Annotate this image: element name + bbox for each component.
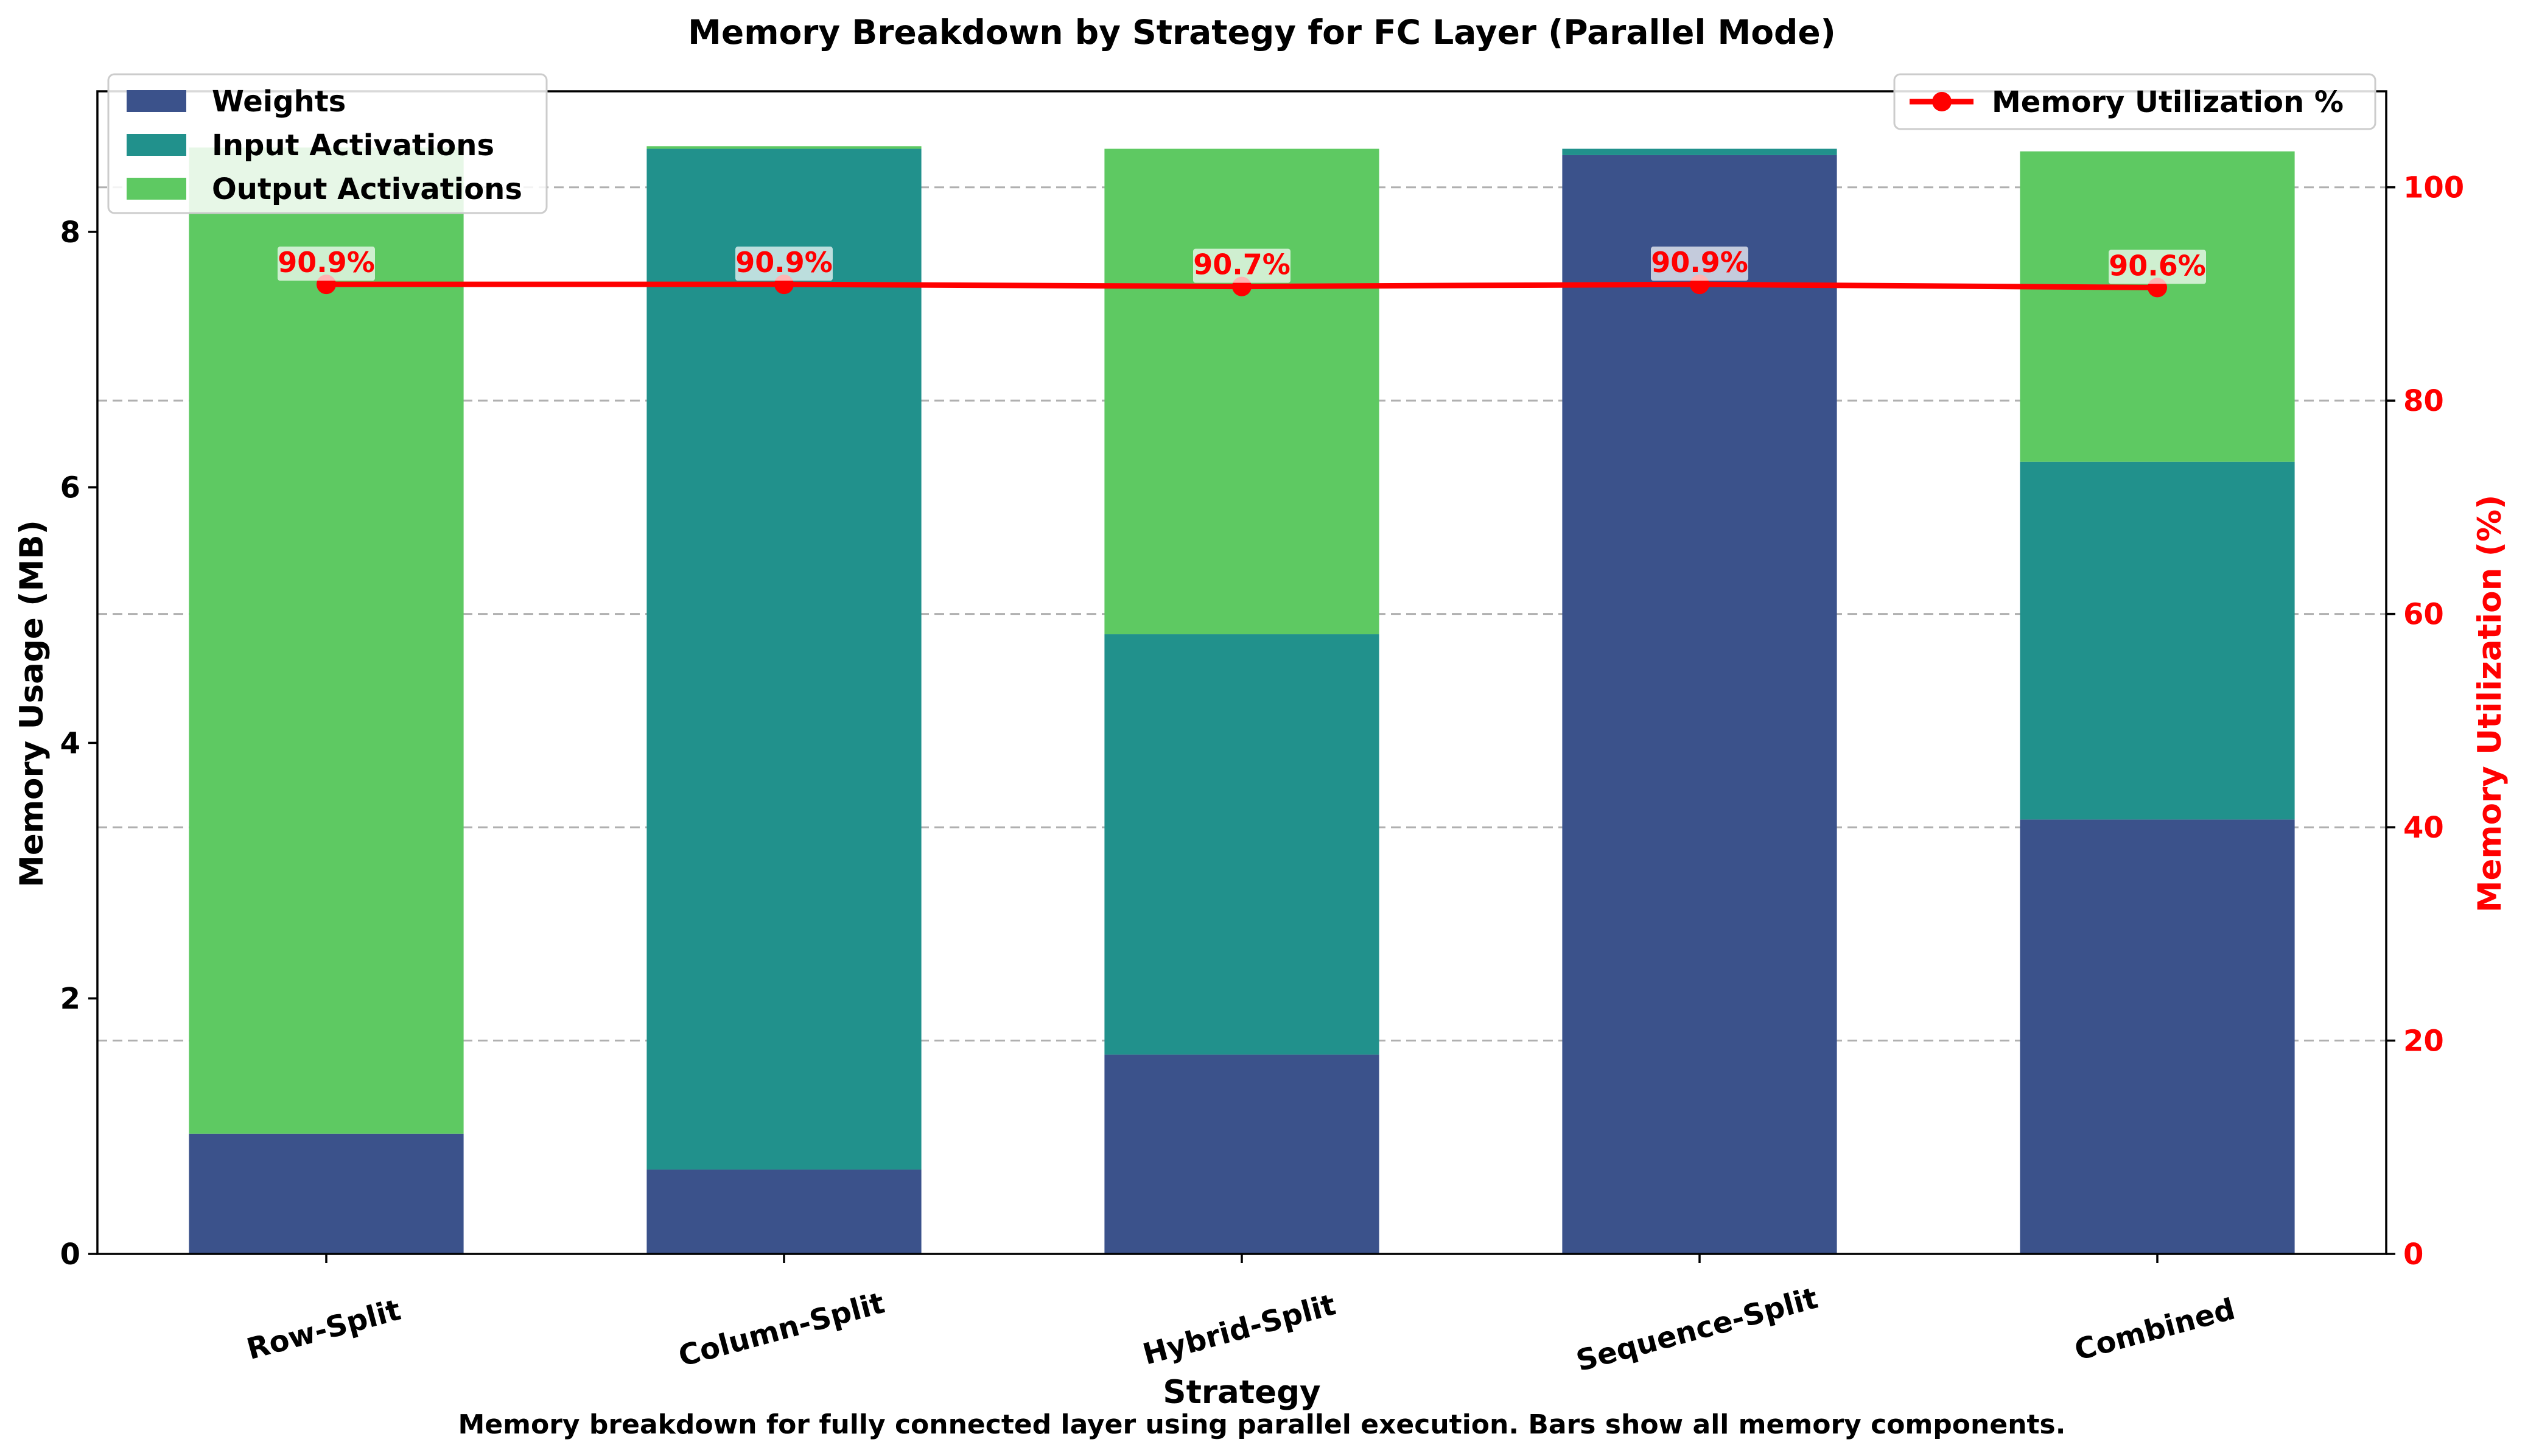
bar-input-activations-4 [2020,461,2295,820]
y2-tick-label-60: 60 [2403,598,2444,632]
y2-tick-label-40: 40 [2403,811,2444,845]
y2-tick-label-20: 20 [2403,1024,2444,1059]
utilization-label-bg-1 [735,247,833,281]
chart-caption: Memory breakdown for fully connected lay… [458,1409,2066,1440]
line-layer: 90.9% 90.9% 90.7% 90.9% 90.6% [278,246,2206,298]
utilization-label-0: 90.9% [278,246,375,279]
x-axis-label: Strategy [1163,1374,1320,1411]
utilization-label-bg-3 [1651,247,1748,281]
utilization-label-bg-2 [1193,248,1291,283]
bar-output-activations-1 [646,146,922,149]
x-tick-label-combined: Combined [2071,1292,2238,1368]
legend-label-1: Input Activations [212,128,494,163]
y2-axis-label: Memory Utilization (%) [2471,495,2509,913]
utilization-label-1: 90.9% [735,246,833,279]
x-tick-label-sequence-split: Sequence-Split [1573,1281,1822,1379]
x-tick-label-row-split: Row-Split [243,1293,405,1367]
bars-layer [189,146,2295,1254]
bar-output-activations-2 [1104,149,1379,635]
bar-weights-1 [646,1169,922,1254]
utilization-label-bg-0 [278,247,375,281]
utilization-label-3: 90.9% [1651,246,1748,279]
legend2-marker [1932,92,1952,111]
y-tick-label-6: 6 [60,471,80,505]
y-axis-label: Memory Usage (MB) [13,520,51,887]
y-tick-label-0: 0 [60,1237,80,1272]
bar-input-activations-3 [1562,149,1837,155]
legend-layer: Weights Input Activations Output Activatio… [107,73,2376,214]
bar-output-activations-0 [189,147,464,1134]
y2-tick-label-0: 0 [2403,1237,2423,1272]
bar-input-activations-2 [1104,634,1379,1055]
legend-swatch-1 [127,134,186,156]
bar-weights-4 [2020,819,2295,1254]
legend-swatch-0 [127,90,186,112]
bar-input-activations-1 [646,149,922,1170]
legend-box [107,73,548,214]
bar-weights-0 [189,1133,464,1254]
legend-swatch-2 [127,178,186,200]
y-tick-label-4: 4 [60,726,80,760]
bar-output-activations-4 [2020,151,2295,462]
y-tick-label-2: 2 [60,982,80,1016]
x-tick-label-column-split: Column-Split [675,1286,888,1374]
legend-label-0: Weights [212,85,346,119]
utilization-label-2: 90.7% [1193,248,1291,281]
bar-weights-3 [1562,155,1837,1254]
y2-tick-label-80: 80 [2403,384,2444,418]
chart-title: Memory Breakdown by Strategy for FC Laye… [688,13,1836,52]
legend-label-2: Output Activations [212,172,522,206]
y2-tick-label-100: 100 [2403,171,2464,205]
legend2-box [1893,73,2376,130]
x-tick-label-hybrid-split: Hybrid-Split [1140,1287,1339,1371]
legend2-label: Memory Utilization % [1992,85,2344,119]
y-tick-label-8: 8 [60,215,80,250]
utilization-label-bg-4 [2109,250,2206,284]
bar-weights-2 [1104,1054,1379,1254]
utilization-label-4: 90.6% [2109,249,2206,282]
